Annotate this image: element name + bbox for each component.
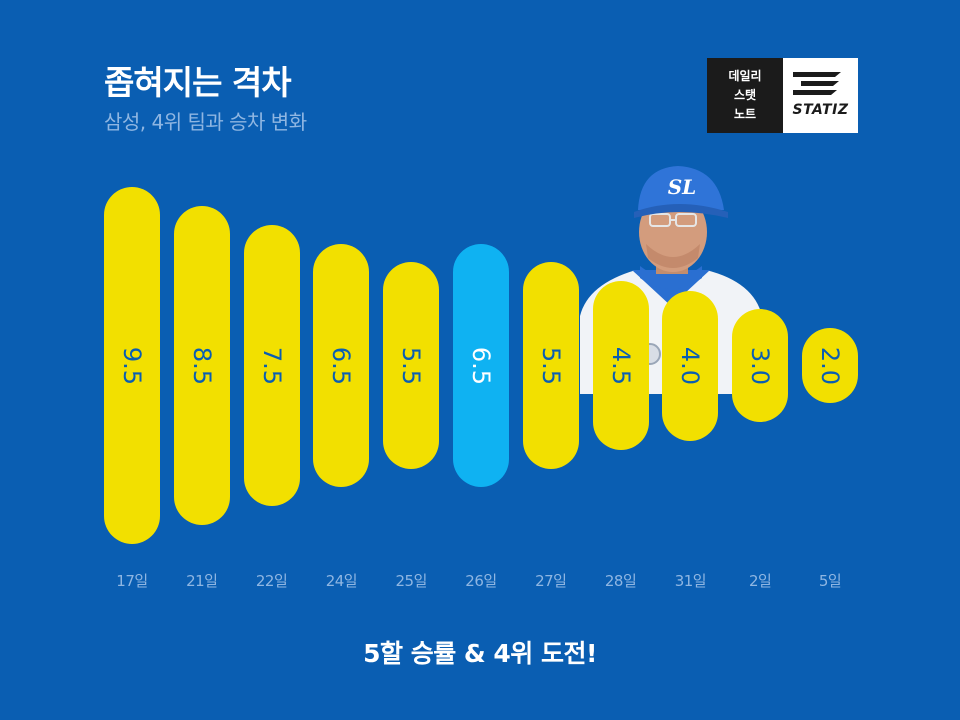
x-tick-label: 26일 xyxy=(465,572,497,590)
bar: 4.5 xyxy=(592,281,649,450)
bar: 4.0 xyxy=(662,290,719,441)
bar-value-label: 3.0 xyxy=(746,346,775,385)
x-tick-label: 21일 xyxy=(186,572,218,590)
statiz-stripes-icon xyxy=(793,72,841,95)
statiz-logo: 데일리 스탯 노트 STATIZ xyxy=(707,58,858,133)
chart-subtitle: 삼성, 4위 팀과 승차 변화 xyxy=(104,110,307,134)
bar-value-label: 5.5 xyxy=(536,346,565,385)
bar-value-label: 9.5 xyxy=(118,346,146,385)
statiz-mark: STATIZ xyxy=(783,58,858,133)
x-tick-label: 25일 xyxy=(395,572,427,590)
bar: 6.5 xyxy=(453,243,509,488)
bar-value-label: 5.5 xyxy=(397,346,426,385)
bar-value-label: 8.5 xyxy=(187,346,216,385)
bar-value-label: 6.5 xyxy=(327,346,356,385)
bar-value-label: 7.5 xyxy=(257,346,286,385)
x-tick-label: 2일 xyxy=(749,572,772,590)
bar-value-label: 2.0 xyxy=(816,346,844,385)
x-tick-label: 28일 xyxy=(604,572,637,590)
bar: 2.0 xyxy=(802,328,858,403)
daily-stat-note-label: 데일리 스탯 노트 xyxy=(707,58,783,133)
chart-title: 좁혀지는 격차 xyxy=(104,63,292,102)
logo-line-2: 스탯 xyxy=(733,88,757,102)
x-tick-label: 31일 xyxy=(674,572,707,590)
bar: 6.5 xyxy=(313,243,370,488)
statiz-wordmark: STATIZ xyxy=(792,102,849,118)
bar: 7.5 xyxy=(243,224,300,507)
bar: 3.0 xyxy=(732,309,789,422)
x-tick-label: 5일 xyxy=(818,572,842,590)
logo-line-1: 데일리 xyxy=(728,69,762,83)
bar: 5.5 xyxy=(522,262,579,469)
footer-caption: 5할 승률 & 4위 도전! xyxy=(363,639,597,668)
bar: 9.5 xyxy=(104,187,160,544)
x-tick-label: 27일 xyxy=(535,572,567,590)
x-tick-label: 17일 xyxy=(116,572,148,590)
logo-line-3: 노트 xyxy=(733,107,757,121)
bar: 5.5 xyxy=(383,262,440,469)
x-tick-label: 22일 xyxy=(255,572,288,590)
bar-value-label: 4.5 xyxy=(606,346,635,385)
bar-value-label: 4.0 xyxy=(676,346,705,385)
bar-value-label: 6.5 xyxy=(467,346,495,385)
svg-text:SL: SL xyxy=(668,175,697,199)
bar: 8.5 xyxy=(173,206,230,525)
x-tick-label: 24일 xyxy=(325,572,358,590)
